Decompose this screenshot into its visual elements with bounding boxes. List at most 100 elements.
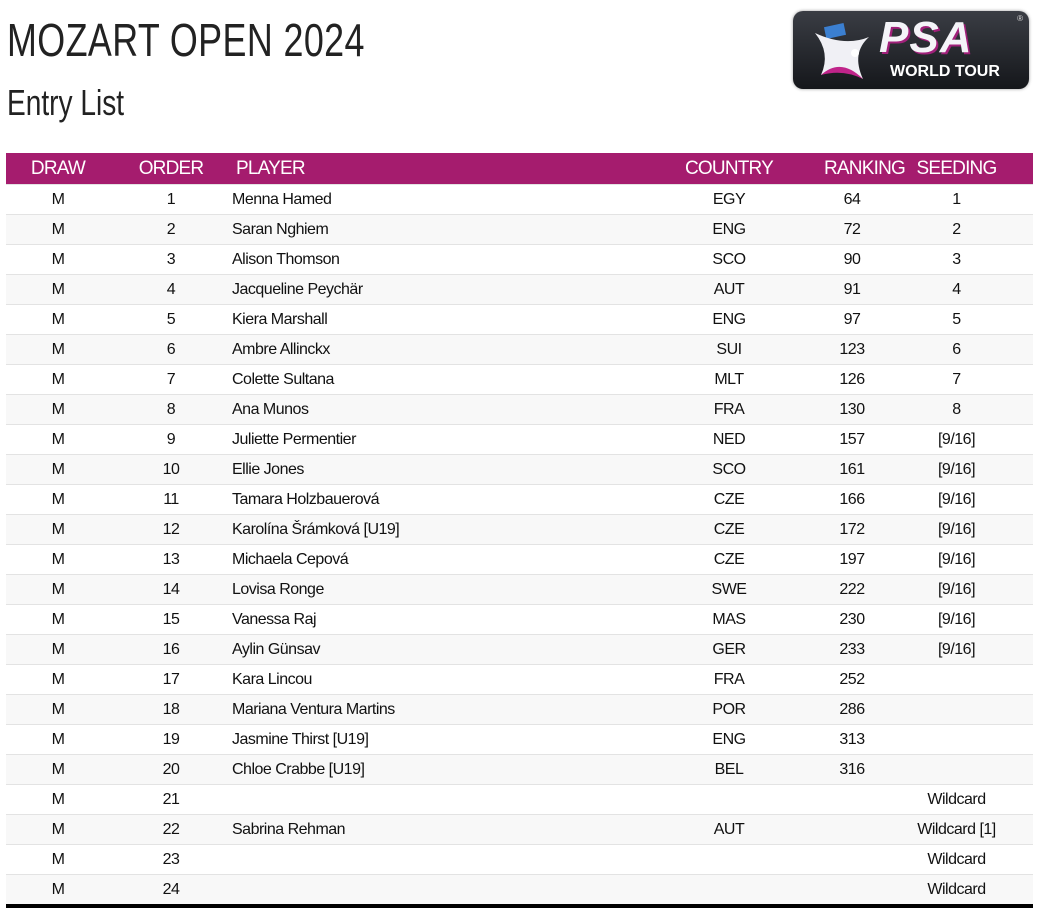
table-row: M 8 Ana Munos FRA 130 8 (6, 394, 1033, 425)
entry-list-table: DRAW ORDER PLAYER COUNTRY RANKING SEEDIN… (6, 153, 1033, 908)
cell-country: SWE (634, 574, 824, 605)
table-row: M 23 Wildcard (6, 844, 1033, 875)
cell-seeding: [9/16] (880, 484, 1033, 515)
cell-seeding: [9/16] (880, 574, 1033, 605)
cell-draw: M (6, 424, 110, 455)
cell-country: AUT (634, 274, 824, 305)
cell-order: 12 (110, 514, 232, 545)
logo-world-tour-text: WORLD TOUR (890, 63, 1000, 80)
cell-country: FRA (634, 394, 824, 425)
cell-player: Jacqueline Peychär (232, 274, 634, 305)
cell-order: 10 (110, 454, 232, 485)
cell-order: 7 (110, 364, 232, 395)
cell-player: Vanessa Raj (232, 604, 634, 635)
cell-ranking: 72 (824, 214, 880, 245)
cell-player: Chloe Crabbe [U19] (232, 754, 634, 785)
cell-country: BEL (634, 754, 824, 785)
cell-ranking: 126 (824, 364, 880, 395)
cell-ranking: 230 (824, 604, 880, 635)
table-row: M 24 Wildcard (6, 874, 1033, 908)
cell-ranking: 90 (824, 244, 880, 275)
table-row: M 2 Saran Nghiem ENG 72 2 (6, 214, 1033, 245)
registered-icon: ® (1017, 14, 1023, 23)
cell-draw: M (6, 874, 110, 908)
page-title: MOZART OPEN 2024 (7, 14, 365, 66)
cell-ranking: 316 (824, 754, 880, 785)
cell-draw: M (6, 724, 110, 755)
table-row: M 19 Jasmine Thirst [U19] ENG 313 (6, 724, 1033, 755)
cell-draw: M (6, 634, 110, 665)
cell-order: 18 (110, 694, 232, 725)
cell-ranking: 252 (824, 664, 880, 695)
table-row: M 7 Colette Sultana MLT 126 7 (6, 364, 1033, 395)
cell-seeding: 4 (880, 274, 1033, 305)
cell-seeding: Wildcard [1] (880, 814, 1033, 845)
cell-seeding (880, 724, 1033, 755)
column-header-ranking: RANKING (824, 153, 906, 185)
cell-seeding: [9/16] (880, 604, 1033, 635)
table-row: M 9 Juliette Permentier NED 157 [9/16] (6, 424, 1033, 455)
cell-country: MLT (634, 364, 824, 395)
cell-order: 4 (110, 274, 232, 305)
cell-draw: M (6, 574, 110, 605)
cell-country (634, 844, 824, 875)
cell-draw: M (6, 604, 110, 635)
cell-order: 3 (110, 244, 232, 275)
cell-player: Mariana Ventura Martins (232, 694, 634, 725)
cell-ranking: 130 (824, 394, 880, 425)
cell-draw: M (6, 784, 110, 815)
cell-player (232, 874, 634, 908)
cell-country: ENG (634, 724, 824, 755)
table-row: M 21 Wildcard (6, 784, 1033, 815)
psa-world-tour-logo: PSA WORLD TOUR ® (793, 11, 1029, 89)
table-row: M 15 Vanessa Raj MAS 230 [9/16] (6, 604, 1033, 635)
cell-player: Jasmine Thirst [U19] (232, 724, 634, 755)
cell-country: CZE (634, 484, 824, 515)
cell-player: Ana Munos (232, 394, 634, 425)
cell-draw: M (6, 244, 110, 275)
cell-order: 24 (110, 874, 232, 908)
cell-seeding (880, 664, 1033, 695)
logo-psa-text: PSA (879, 13, 973, 62)
cell-player: Sabrina Rehman (232, 814, 634, 845)
cell-ranking (824, 814, 880, 845)
cell-order: 19 (110, 724, 232, 755)
table-row: M 10 Ellie Jones SCO 161 [9/16] (6, 454, 1033, 485)
table-row: M 11 Tamara Holzbauerová CZE 166 [9/16] (6, 484, 1033, 515)
cell-draw: M (6, 214, 110, 245)
cell-ranking: 313 (824, 724, 880, 755)
cell-order: 23 (110, 844, 232, 875)
cell-country: AUT (634, 814, 824, 845)
cell-order: 11 (110, 484, 232, 515)
cell-seeding: [9/16] (880, 424, 1033, 455)
cell-ranking: 64 (824, 184, 880, 215)
cell-seeding: 3 (880, 244, 1033, 275)
table-row: M 18 Mariana Ventura Martins POR 286 (6, 694, 1033, 725)
cell-country: CZE (634, 544, 824, 575)
cell-ranking: 123 (824, 334, 880, 365)
cell-player (232, 784, 634, 815)
column-header-player: PLAYER (232, 153, 634, 185)
cell-draw: M (6, 814, 110, 845)
page-subtitle: Entry List (7, 82, 125, 123)
column-header-country: COUNTRY (634, 153, 824, 185)
table-row: M 4 Jacqueline Peychär AUT 91 4 (6, 274, 1033, 305)
cell-draw: M (6, 484, 110, 515)
cell-ranking (824, 844, 880, 875)
table-row: M 5 Kiera Marshall ENG 97 5 (6, 304, 1033, 335)
cell-ranking: 233 (824, 634, 880, 665)
cell-order: 5 (110, 304, 232, 335)
cell-draw: M (6, 844, 110, 875)
cell-player: Michaela Cepová (232, 544, 634, 575)
cell-player: Tamara Holzbauerová (232, 484, 634, 515)
cell-seeding: [9/16] (880, 514, 1033, 545)
cell-player: Ellie Jones (232, 454, 634, 485)
cell-draw: M (6, 334, 110, 365)
table-row: M 16 Aylin Günsav GER 233 [9/16] (6, 634, 1033, 665)
cell-ranking: 166 (824, 484, 880, 515)
cell-order: 2 (110, 214, 232, 245)
cell-country: GER (634, 634, 824, 665)
cell-order: 8 (110, 394, 232, 425)
cell-draw: M (6, 454, 110, 485)
column-header-seeding: SEEDING (880, 153, 1033, 185)
